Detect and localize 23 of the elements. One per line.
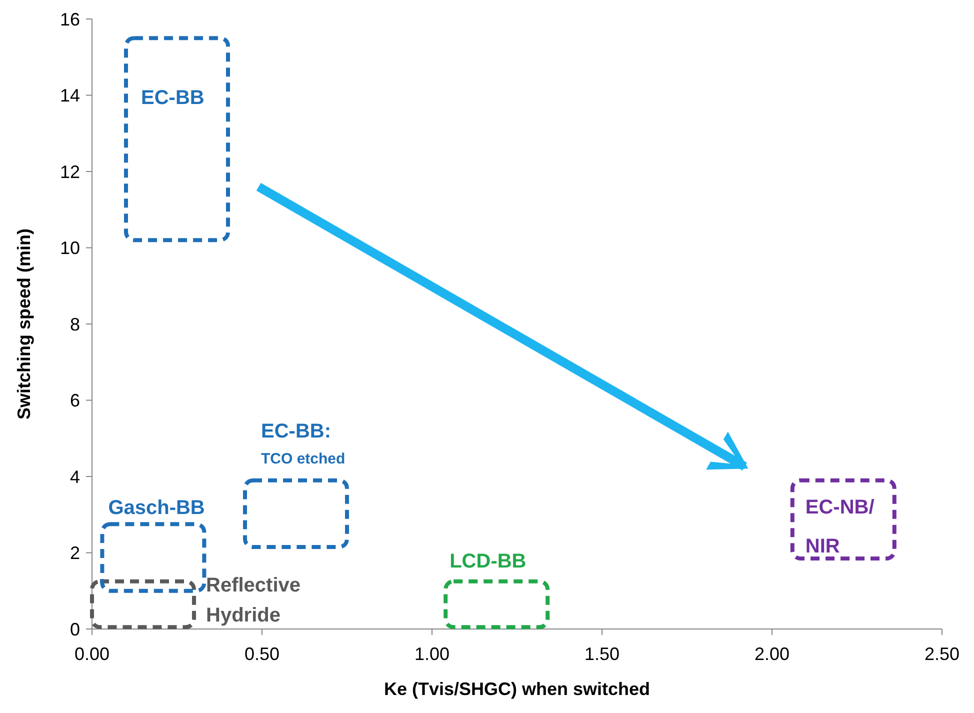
- x-tick-label: 0.00: [74, 644, 110, 664]
- annotation: EC-NB/NIR: [805, 496, 875, 558]
- y-tick-label: 10: [60, 238, 80, 258]
- annotation: LCD-BB: [450, 550, 526, 572]
- y-tick-label: 12: [60, 162, 80, 182]
- x-tick-label: 1.50: [584, 644, 620, 664]
- y-axis-title: Switching speed (min): [14, 228, 34, 420]
- x-tick-label: 2.00: [754, 644, 790, 664]
- x-axis-title: Ke (Tvis/SHGC) when switched: [384, 679, 650, 699]
- y-tick-label: 4: [70, 466, 80, 487]
- y-tick-label: 2: [70, 543, 80, 564]
- annotation: EC-BB: [141, 87, 204, 110]
- y-tick-label: 6: [70, 390, 80, 411]
- x-tick-label: 1.00: [414, 644, 450, 664]
- y-tick-label: 14: [60, 86, 80, 106]
- annotation: Reflective Hydride: [206, 574, 300, 626]
- y-tick-label: 8: [70, 314, 80, 334]
- y-tick-label: 16: [60, 9, 80, 30]
- y-tick-label: 0: [70, 619, 80, 640]
- annotation: Gasch-BB: [108, 497, 205, 520]
- x-tick-label: 2.50: [924, 644, 960, 664]
- annotation: EC-BB: TCO etched: [261, 420, 346, 468]
- x-tick-label: 0.50: [244, 644, 280, 664]
